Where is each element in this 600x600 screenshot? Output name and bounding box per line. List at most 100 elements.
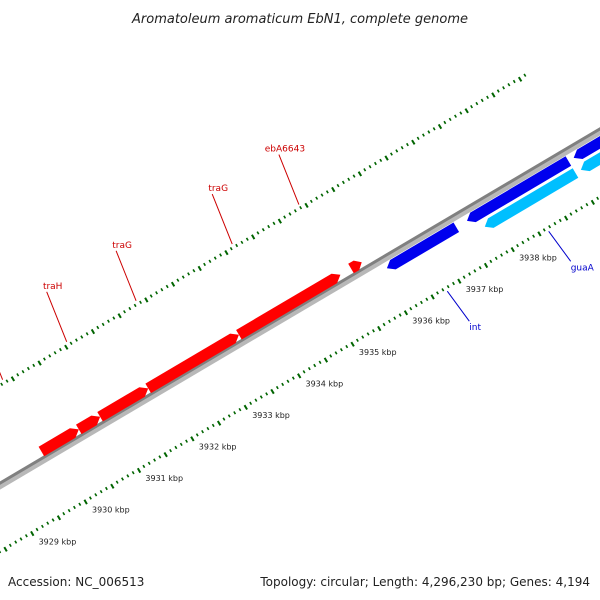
outer-tick xyxy=(283,215,287,219)
outer-tick xyxy=(427,130,431,134)
inner-tick xyxy=(78,502,82,507)
scale-label: 3937 kbp xyxy=(466,285,504,294)
inner-tick xyxy=(211,423,215,428)
outer-tick xyxy=(432,127,436,131)
scale-label: 3933 kbp xyxy=(252,411,290,420)
outer-tick xyxy=(411,139,416,145)
inner-tick xyxy=(259,395,263,399)
outer-tick xyxy=(406,142,409,147)
inner-tick xyxy=(131,471,135,475)
outer-tick xyxy=(224,249,229,256)
inner-tick xyxy=(67,508,71,513)
outer-tick xyxy=(384,155,389,161)
inner-tick xyxy=(398,313,402,317)
gene-leader-line xyxy=(46,291,68,342)
forward-gene-arrow xyxy=(145,333,239,394)
outer-tick xyxy=(320,193,324,197)
outer-tick xyxy=(133,303,137,308)
outer-tick xyxy=(475,101,479,106)
inner-tick xyxy=(238,407,242,412)
inner-tick xyxy=(574,209,578,213)
inner-tick xyxy=(136,467,142,474)
inner-tick xyxy=(206,426,210,431)
outer-tick xyxy=(448,117,452,122)
outer-tick xyxy=(267,224,271,229)
outer-tick xyxy=(299,206,303,210)
inner-tick xyxy=(516,243,519,248)
outer-tick xyxy=(470,105,473,109)
inner-tick xyxy=(291,376,295,380)
inner-tick xyxy=(403,310,409,316)
inner-tick xyxy=(532,234,536,238)
gene-label: traH xyxy=(43,282,63,292)
outer-tick xyxy=(491,92,496,98)
outer-tick xyxy=(251,234,256,240)
inner-tick xyxy=(473,269,477,273)
outer-tick xyxy=(197,265,202,272)
inner-tick xyxy=(483,262,489,269)
outer-tick xyxy=(123,310,126,314)
inner-tick xyxy=(345,344,349,349)
inner-tick xyxy=(323,357,329,363)
inner-tick xyxy=(190,436,195,442)
reverse-gene-arrow xyxy=(573,136,600,159)
inner-tick xyxy=(596,196,600,200)
inner-tick xyxy=(158,455,162,459)
inner-tick xyxy=(0,550,2,554)
inner-tick xyxy=(265,392,269,396)
forward-gene-arrow xyxy=(236,273,341,340)
inner-tick xyxy=(243,404,248,411)
inner-tick xyxy=(382,322,386,327)
gene-leader-line xyxy=(278,154,300,205)
inner-tick xyxy=(201,430,204,434)
inner-tick xyxy=(564,215,569,221)
outer-tick xyxy=(261,227,265,232)
outer-tick xyxy=(90,328,96,335)
outer-tick xyxy=(293,209,297,213)
outer-tick xyxy=(176,278,180,282)
inner-tick xyxy=(233,411,237,415)
outer-tick xyxy=(443,120,447,125)
inner-tick xyxy=(62,512,66,516)
outer-tick xyxy=(272,221,276,226)
outer-tick xyxy=(170,281,176,287)
outer-tick xyxy=(245,237,249,241)
outer-tick xyxy=(203,262,206,267)
inner-tick xyxy=(147,461,151,466)
outer-tick xyxy=(288,212,292,216)
outer-tick xyxy=(304,202,309,209)
gene-label: int xyxy=(469,323,481,333)
inner-tick xyxy=(500,253,503,257)
scale-label: 3935 kbp xyxy=(359,348,397,357)
outer-tick xyxy=(144,297,149,303)
outer-tick xyxy=(235,243,239,248)
gene-label: ebA6643 xyxy=(265,145,305,155)
scale-labels: 3929 kbp 3930 kbp 3931 kbp 3932 kbp 3933 kbp… xyxy=(39,253,557,546)
outer-tick xyxy=(459,111,463,115)
inner-tick xyxy=(388,319,391,323)
inner-tick xyxy=(35,527,39,532)
outer-tick xyxy=(507,82,511,87)
inner-tick xyxy=(420,300,423,305)
inner-tick xyxy=(436,291,439,295)
inner-tick xyxy=(537,231,542,237)
gene-label: traG xyxy=(208,184,228,194)
scale-label: 3932 kbp xyxy=(199,443,237,452)
outer-tick xyxy=(208,259,212,263)
inner-tick xyxy=(510,246,515,253)
outer-tick xyxy=(341,180,345,185)
outer-tick xyxy=(53,351,57,355)
forward-gene-arrow xyxy=(38,428,79,457)
outer-tick xyxy=(480,98,484,103)
inner-tick xyxy=(318,360,322,364)
outer-tick xyxy=(10,376,16,382)
reverse-gene-arrow xyxy=(386,222,460,270)
outer-tick xyxy=(416,136,420,140)
inner-tick xyxy=(3,546,8,552)
outer-tick xyxy=(395,149,399,153)
outer-tick xyxy=(117,313,122,319)
outer-tick xyxy=(400,146,404,150)
reverse-gene-arrow xyxy=(467,156,572,223)
outer-tick xyxy=(363,168,367,172)
inner-tick xyxy=(216,420,222,426)
